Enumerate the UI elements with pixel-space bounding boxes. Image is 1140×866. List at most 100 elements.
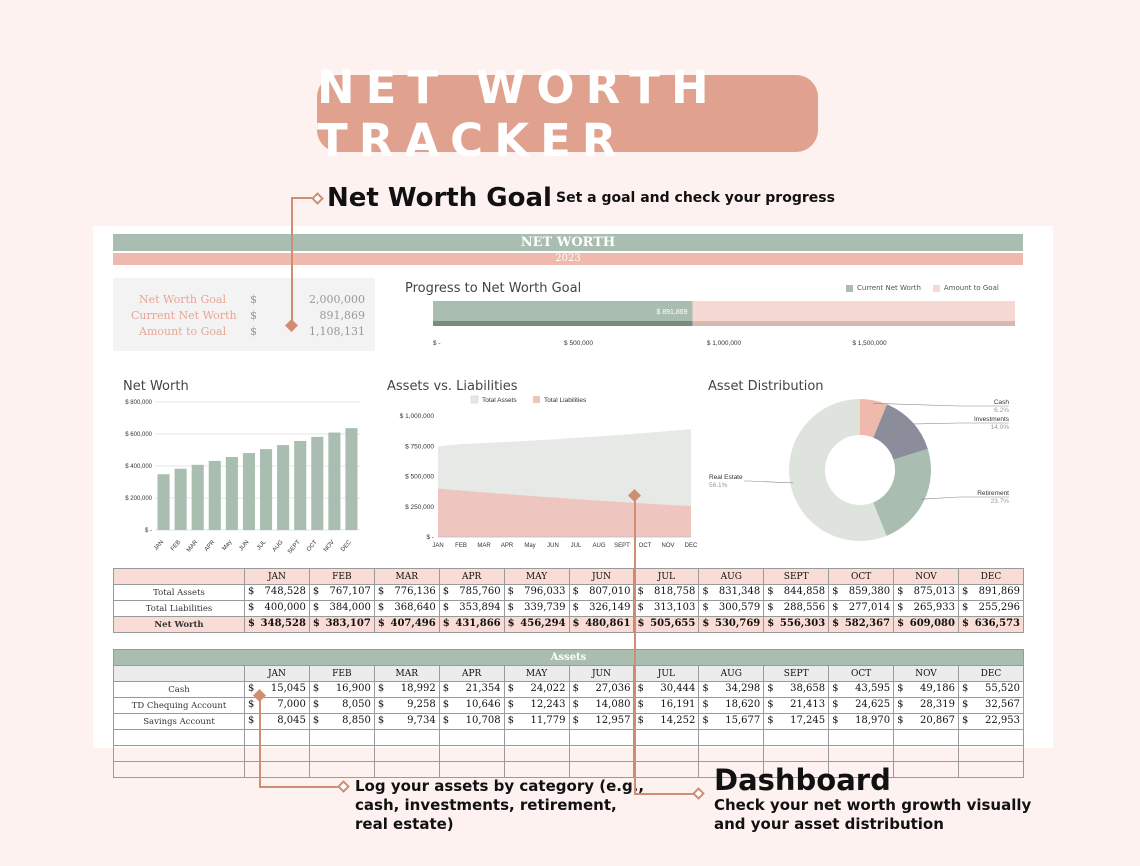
value-cell[interactable]: $14,252 bbox=[633, 713, 700, 730]
value-cell[interactable]: $8,045 bbox=[244, 713, 310, 730]
value-cell[interactable]: $807,010 bbox=[568, 584, 635, 601]
empty-cell[interactable] bbox=[568, 729, 635, 746]
empty-cell[interactable] bbox=[568, 761, 635, 778]
empty-cell[interactable] bbox=[633, 745, 700, 762]
value-cell[interactable]: $21,354 bbox=[438, 681, 505, 698]
empty-cell[interactable] bbox=[308, 745, 375, 762]
value-cell[interactable]: $18,992 bbox=[373, 681, 440, 698]
value-cell[interactable]: $353,894 bbox=[438, 600, 505, 617]
value-cell[interactable]: $24,625 bbox=[828, 697, 895, 714]
value-cell[interactable]: $636,573 bbox=[957, 616, 1025, 633]
value-cell[interactable]: $300,579 bbox=[698, 600, 765, 617]
value-cell[interactable]: $831,348 bbox=[698, 584, 765, 601]
value-cell[interactable]: $30,444 bbox=[633, 681, 700, 698]
value-cell[interactable]: $456,294 bbox=[503, 616, 570, 633]
value-cell[interactable]: $582,367 bbox=[828, 616, 895, 633]
value-cell[interactable]: $9,258 bbox=[373, 697, 440, 714]
value-cell[interactable]: $12,957 bbox=[568, 713, 635, 730]
value-cell[interactable]: $326,149 bbox=[568, 600, 635, 617]
empty-cell[interactable] bbox=[503, 761, 570, 778]
value-cell[interactable]: $530,769 bbox=[698, 616, 765, 633]
empty-cell[interactable] bbox=[113, 745, 245, 762]
empty-cell[interactable] bbox=[763, 729, 830, 746]
value-cell[interactable]: $8,850 bbox=[308, 713, 375, 730]
value-cell[interactable]: $277,014 bbox=[828, 600, 895, 617]
value-cell[interactable]: $891,869 bbox=[957, 584, 1025, 601]
value-cell[interactable]: $505,655 bbox=[633, 616, 700, 633]
empty-cell[interactable] bbox=[373, 745, 440, 762]
value-cell[interactable]: $22,953 bbox=[957, 713, 1025, 730]
empty-cell[interactable] bbox=[244, 729, 310, 746]
empty-cell[interactable] bbox=[893, 729, 959, 746]
empty-cell[interactable] bbox=[893, 745, 959, 762]
value-cell[interactable]: $43,595 bbox=[828, 681, 895, 698]
empty-cell[interactable] bbox=[503, 729, 570, 746]
value-cell[interactable]: $27,036 bbox=[568, 681, 635, 698]
value-cell[interactable]: $18,620 bbox=[698, 697, 765, 714]
value-cell[interactable]: $28,319 bbox=[893, 697, 959, 714]
value-cell[interactable]: $348,528 bbox=[244, 616, 310, 633]
value-cell[interactable]: $844,858 bbox=[763, 584, 830, 601]
empty-cell[interactable] bbox=[698, 745, 765, 762]
value-cell[interactable]: $818,758 bbox=[633, 584, 700, 601]
value-cell[interactable]: $748,528 bbox=[244, 584, 310, 601]
value-cell[interactable]: $34,298 bbox=[698, 681, 765, 698]
value-cell[interactable]: $384,000 bbox=[308, 600, 375, 617]
empty-cell[interactable] bbox=[633, 761, 700, 778]
empty-cell[interactable] bbox=[957, 729, 1025, 746]
empty-cell[interactable] bbox=[308, 761, 375, 778]
empty-cell[interactable] bbox=[438, 729, 505, 746]
empty-cell[interactable] bbox=[957, 761, 1025, 778]
value-cell[interactable]: $609,080 bbox=[893, 616, 959, 633]
value-cell[interactable]: $38,658 bbox=[763, 681, 830, 698]
value-cell[interactable]: $431,866 bbox=[438, 616, 505, 633]
value-cell[interactable]: $556,303 bbox=[763, 616, 830, 633]
empty-cell[interactable] bbox=[828, 745, 895, 762]
value-cell[interactable]: $10,708 bbox=[438, 713, 505, 730]
value-cell[interactable]: $17,245 bbox=[763, 713, 830, 730]
value-cell[interactable]: $16,191 bbox=[633, 697, 700, 714]
value-cell[interactable]: $11,779 bbox=[503, 713, 570, 730]
value-cell[interactable]: $20,867 bbox=[893, 713, 959, 730]
value-cell[interactable]: $400,000 bbox=[244, 600, 310, 617]
value-cell[interactable]: $8,050 bbox=[308, 697, 375, 714]
value-cell[interactable]: $12,243 bbox=[503, 697, 570, 714]
empty-cell[interactable] bbox=[957, 745, 1025, 762]
empty-cell[interactable] bbox=[244, 761, 310, 778]
value-cell[interactable]: $776,136 bbox=[373, 584, 440, 601]
value-cell[interactable]: $339,739 bbox=[503, 600, 570, 617]
empty-cell[interactable] bbox=[113, 729, 245, 746]
value-cell[interactable]: $32,567 bbox=[957, 697, 1025, 714]
value-cell[interactable]: $407,496 bbox=[373, 616, 440, 633]
value-cell[interactable]: $313,103 bbox=[633, 600, 700, 617]
value-cell[interactable]: $9,734 bbox=[373, 713, 440, 730]
value-cell[interactable]: $24,022 bbox=[503, 681, 570, 698]
value-cell[interactable]: $55,520 bbox=[957, 681, 1025, 698]
value-cell[interactable]: $18,970 bbox=[828, 713, 895, 730]
value-cell[interactable]: $21,413 bbox=[763, 697, 830, 714]
value-cell[interactable]: $796,033 bbox=[503, 584, 570, 601]
empty-cell[interactable] bbox=[308, 729, 375, 746]
empty-cell[interactable] bbox=[438, 761, 505, 778]
empty-cell[interactable] bbox=[763, 745, 830, 762]
value-cell[interactable]: $383,107 bbox=[308, 616, 375, 633]
empty-cell[interactable] bbox=[893, 761, 959, 778]
empty-cell[interactable] bbox=[373, 761, 440, 778]
empty-cell[interactable] bbox=[828, 729, 895, 746]
value-cell[interactable]: $859,380 bbox=[828, 584, 895, 601]
value-cell[interactable]: $49,186 bbox=[893, 681, 959, 698]
empty-cell[interactable] bbox=[244, 745, 310, 762]
value-cell[interactable]: $14,080 bbox=[568, 697, 635, 714]
value-cell[interactable]: $265,933 bbox=[893, 600, 959, 617]
value-cell[interactable]: $15,677 bbox=[698, 713, 765, 730]
empty-cell[interactable] bbox=[633, 729, 700, 746]
empty-cell[interactable] bbox=[438, 745, 505, 762]
value-cell[interactable]: $288,556 bbox=[763, 600, 830, 617]
value-cell[interactable]: $368,640 bbox=[373, 600, 440, 617]
value-cell[interactable]: $10,646 bbox=[438, 697, 505, 714]
value-cell[interactable]: $767,107 bbox=[308, 584, 375, 601]
value-cell[interactable]: $785,760 bbox=[438, 584, 505, 601]
empty-cell[interactable] bbox=[113, 761, 245, 778]
value-cell[interactable]: $480,861 bbox=[568, 616, 635, 633]
value-cell[interactable]: $875,013 bbox=[893, 584, 959, 601]
